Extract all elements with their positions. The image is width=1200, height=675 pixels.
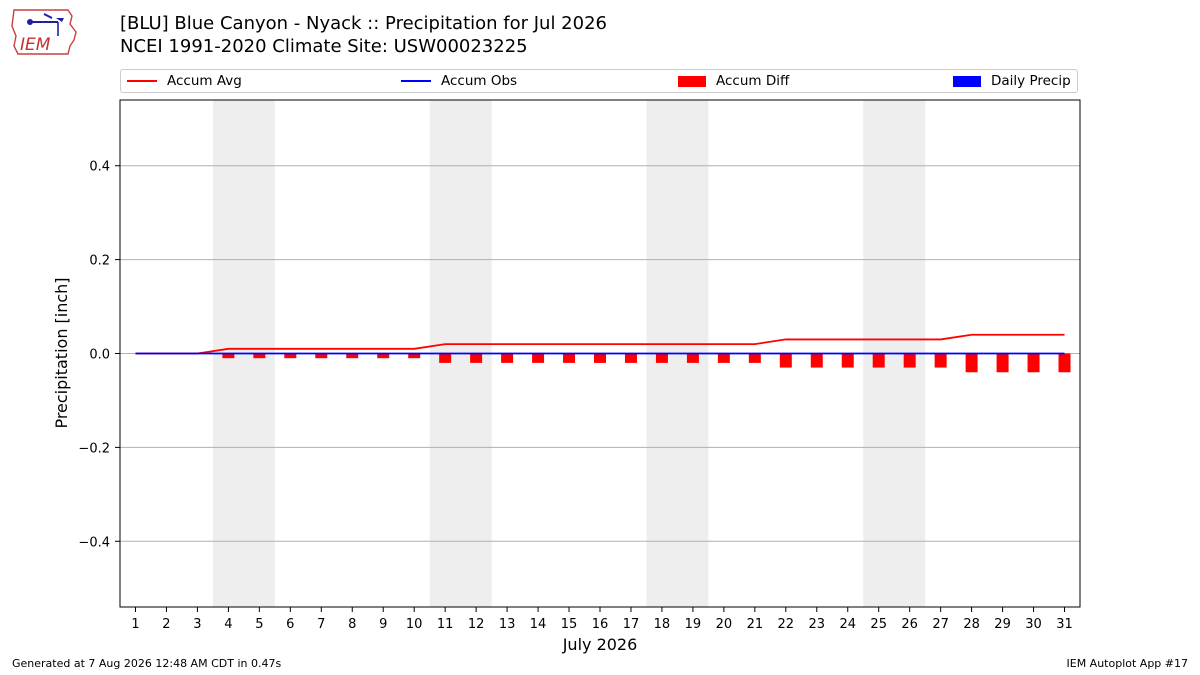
legend-swatch <box>953 75 981 87</box>
x-tick-label: 15 <box>561 617 578 632</box>
accum-diff-bar <box>594 353 606 363</box>
legend-item-accum-avg: Accum Avg <box>127 70 242 92</box>
x-tick-label: 10 <box>406 617 423 632</box>
x-tick-label: 18 <box>654 617 671 632</box>
legend-label: Accum Avg <box>167 73 242 89</box>
accum-avg-line <box>135 333 1065 355</box>
accum-diff-bar <box>996 353 1009 373</box>
x-tick-label: 30 <box>1025 617 1042 632</box>
accum-diff-bar <box>655 353 668 363</box>
x-tick-label: 24 <box>839 617 856 632</box>
chart-title: [BLU] Blue Canyon - Nyack :: Precipitati… <box>120 13 607 34</box>
accum-diff-bar <box>501 353 514 363</box>
x-tick-label: 11 <box>437 617 454 632</box>
legend-item-accum-diff: Accum Diff <box>678 70 789 92</box>
y-axis-ticks: −0.4 −0.2 0.0 0.2 0.4 <box>78 160 120 550</box>
legend-label: Daily Precip <box>991 73 1071 89</box>
accum-diff-bar <box>222 353 235 359</box>
x-tick-label: 27 <box>932 617 949 632</box>
accum-diff-bar <box>1027 353 1040 373</box>
accum-diff-bar <box>1058 353 1071 373</box>
x-tick-label: 6 <box>286 617 294 632</box>
legend-swatch <box>401 80 431 82</box>
chart-subtitle: NCEI 1991-2020 Climate Site: USW00023225 <box>120 36 528 57</box>
chart-title-block: [BLU] Blue Canyon - Nyack :: Precipitati… <box>120 12 607 58</box>
x-tick-label: 26 <box>901 617 918 632</box>
legend-label: Accum Diff <box>716 73 790 89</box>
accum-diff-bar <box>934 353 947 368</box>
accum-diff-bar <box>779 353 792 368</box>
accum-diff-bar <box>563 353 576 363</box>
diff-bars <box>129 353 1071 373</box>
legend-item-accum-obs: Accum Obs <box>401 70 517 92</box>
app-credit: IEM Autoplot App #17 <box>1066 657 1189 670</box>
legend-item-daily-precip: Daily Precip <box>953 70 1071 92</box>
accum-diff-bar <box>903 353 916 368</box>
x-tick-label: 28 <box>963 617 980 632</box>
y-tick-label: 0.4 <box>89 160 110 175</box>
accum-diff-bar <box>624 353 637 363</box>
x-axis-ticks: 1 2 3 4 5 6 7 8 9 10 11 12 13 14 15 16 17 18 19 20 21 22 23 24 2… <box>131 607 1073 632</box>
x-tick-label: 5 <box>255 617 263 632</box>
legend-swatch <box>678 75 706 87</box>
x-tick-label: 3 <box>193 617 201 632</box>
x-tick-label: 16 <box>592 617 609 632</box>
x-tick-label: 4 <box>224 617 232 632</box>
x-tick-label: 31 <box>1056 617 1073 632</box>
x-tick-label: 9 <box>379 617 387 632</box>
y-tick-label: −0.2 <box>78 441 110 456</box>
accum-diff-bar <box>346 353 359 359</box>
accum-diff-bar <box>748 353 761 363</box>
accum-diff-bar <box>253 353 266 359</box>
x-tick-label: 19 <box>685 617 702 632</box>
accum-diff-bar <box>315 353 328 359</box>
accum-diff-bar <box>717 353 730 363</box>
accum-diff-bar <box>470 353 483 363</box>
chart-legend: Accum Avg Accum Obs Accum Diff Daily Pre… <box>120 69 1078 93</box>
logo-text: IEM <box>20 35 51 55</box>
series-lines <box>135 333 1065 355</box>
accum-diff-bar <box>686 353 699 363</box>
x-tick-label: 17 <box>623 617 640 632</box>
x-tick-label: 22 <box>778 617 795 632</box>
x-tick-label: 23 <box>809 617 826 632</box>
x-tick-label: 25 <box>870 617 887 632</box>
y-tick-label: 0.2 <box>89 254 110 269</box>
x-tick-label: 21 <box>747 617 764 632</box>
accum-diff-bar <box>284 353 297 359</box>
x-axis-label: July 2026 <box>562 635 638 654</box>
legend-label: Accum Obs <box>441 73 518 89</box>
x-tick-label: 2 <box>162 617 170 632</box>
generated-timestamp: Generated at 7 Aug 2026 12:48 AM CDT in … <box>12 657 282 670</box>
accum-diff-bar <box>377 353 390 359</box>
accum-diff-bar <box>532 353 545 363</box>
x-tick-label: 13 <box>499 617 516 632</box>
iem-logo: IEM <box>8 6 80 58</box>
accum-diff-bar <box>965 353 978 373</box>
x-tick-label: 14 <box>530 617 547 632</box>
y-tick-label: −0.4 <box>78 535 110 550</box>
x-tick-label: 20 <box>716 617 733 632</box>
x-tick-label: 12 <box>468 617 485 632</box>
legend-swatch <box>127 80 157 82</box>
accum-diff-bar <box>810 353 823 368</box>
accum-diff-bar <box>439 353 452 363</box>
accum-diff-bar <box>841 353 854 368</box>
x-tick-label: 8 <box>348 617 356 632</box>
accum-diff-bar <box>872 353 885 368</box>
accum-diff-bar <box>408 353 421 359</box>
y-tick-label: 0.0 <box>89 348 110 363</box>
x-tick-label: 7 <box>317 617 325 632</box>
x-tick-label: 1 <box>131 617 139 632</box>
y-axis-label: Precipitation [inch] <box>52 277 71 428</box>
x-tick-label: 29 <box>994 617 1011 632</box>
